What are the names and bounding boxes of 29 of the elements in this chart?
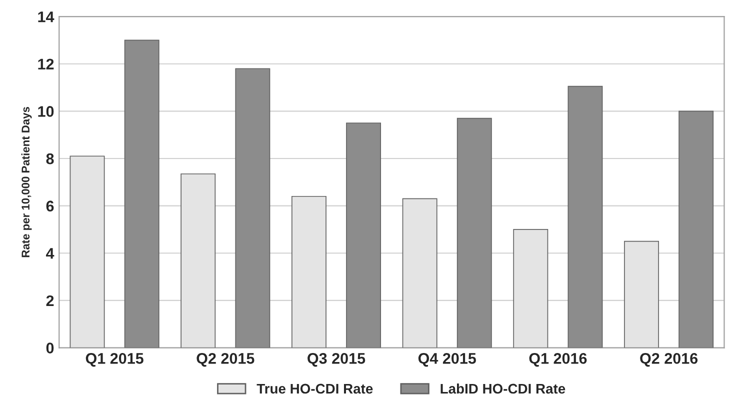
- y-tick-label: 4: [46, 248, 54, 259]
- y-tick-label: 8: [46, 153, 54, 164]
- bar: [180, 173, 216, 348]
- y-axis-title: Rate per 10,000 Patient Days: [21, 106, 32, 258]
- bar: [235, 68, 270, 348]
- y-tick-label: 2: [46, 295, 54, 306]
- legend-label: True HO-CDI Rate: [256, 384, 373, 394]
- y-tick-label: 0: [46, 342, 54, 354]
- x-tick-label: Q2 2016: [640, 353, 698, 367]
- x-tick-label: Q4 2015: [418, 353, 476, 367]
- bar: [346, 122, 382, 348]
- legend-label: LabID HO-CDI Rate: [440, 383, 566, 394]
- bar: [124, 40, 160, 348]
- bar: [456, 118, 492, 348]
- y-tick-label: 12: [38, 58, 54, 70]
- bar: [678, 110, 714, 348]
- y-tick-label: 6: [46, 200, 54, 212]
- bar: [568, 86, 603, 348]
- bar: [402, 198, 438, 348]
- y-tick-label: 14: [38, 12, 54, 22]
- bar: [624, 240, 659, 348]
- x-tick-label: Q1 2015: [86, 353, 144, 367]
- bar: [291, 196, 326, 348]
- bar: [513, 229, 548, 348]
- x-tick-label: Q2 2015: [196, 353, 254, 367]
- bar: [70, 156, 105, 348]
- y-tick-label: 10: [38, 106, 54, 117]
- x-tick-label: Q3 2015: [308, 353, 366, 367]
- x-tick-label: Q1 2016: [529, 353, 587, 367]
